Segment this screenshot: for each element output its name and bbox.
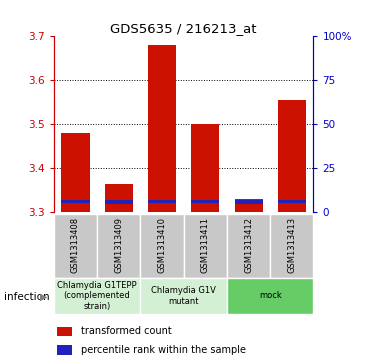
Text: GSM1313410: GSM1313410 xyxy=(158,217,167,273)
Bar xyxy=(227,278,313,314)
Text: Chlamydia G1V
mutant: Chlamydia G1V mutant xyxy=(151,286,216,306)
Text: GSM1313412: GSM1313412 xyxy=(244,217,253,273)
Bar xyxy=(278,100,306,212)
Bar xyxy=(270,214,313,278)
Text: GSM1313409: GSM1313409 xyxy=(114,217,123,273)
Bar xyxy=(234,200,263,204)
Bar xyxy=(57,346,72,355)
Bar xyxy=(61,200,89,203)
Bar xyxy=(191,124,219,212)
Text: GSM1313408: GSM1313408 xyxy=(71,217,80,273)
Text: GSM1313413: GSM1313413 xyxy=(288,217,296,273)
Bar xyxy=(61,133,89,212)
Text: GSM1313411: GSM1313411 xyxy=(201,217,210,273)
Bar xyxy=(57,327,72,336)
Text: mock: mock xyxy=(259,291,282,300)
Bar xyxy=(278,200,306,203)
Bar xyxy=(140,278,227,314)
Bar xyxy=(148,45,176,212)
Text: Chlamydia G1TEPP
(complemented
strain): Chlamydia G1TEPP (complemented strain) xyxy=(57,281,137,311)
Bar xyxy=(234,199,263,212)
Bar xyxy=(191,200,219,203)
Text: transformed count: transformed count xyxy=(81,326,172,336)
Bar xyxy=(54,214,97,278)
Bar xyxy=(148,200,176,203)
Bar xyxy=(105,184,133,212)
Bar xyxy=(97,214,140,278)
Text: infection: infection xyxy=(4,291,49,302)
Bar xyxy=(105,200,133,204)
Bar xyxy=(227,214,270,278)
Text: ▶: ▶ xyxy=(40,291,47,302)
Title: GDS5635 / 216213_at: GDS5635 / 216213_at xyxy=(111,22,257,35)
Bar xyxy=(140,214,184,278)
Bar xyxy=(54,278,140,314)
Bar xyxy=(184,214,227,278)
Text: percentile rank within the sample: percentile rank within the sample xyxy=(81,344,246,355)
